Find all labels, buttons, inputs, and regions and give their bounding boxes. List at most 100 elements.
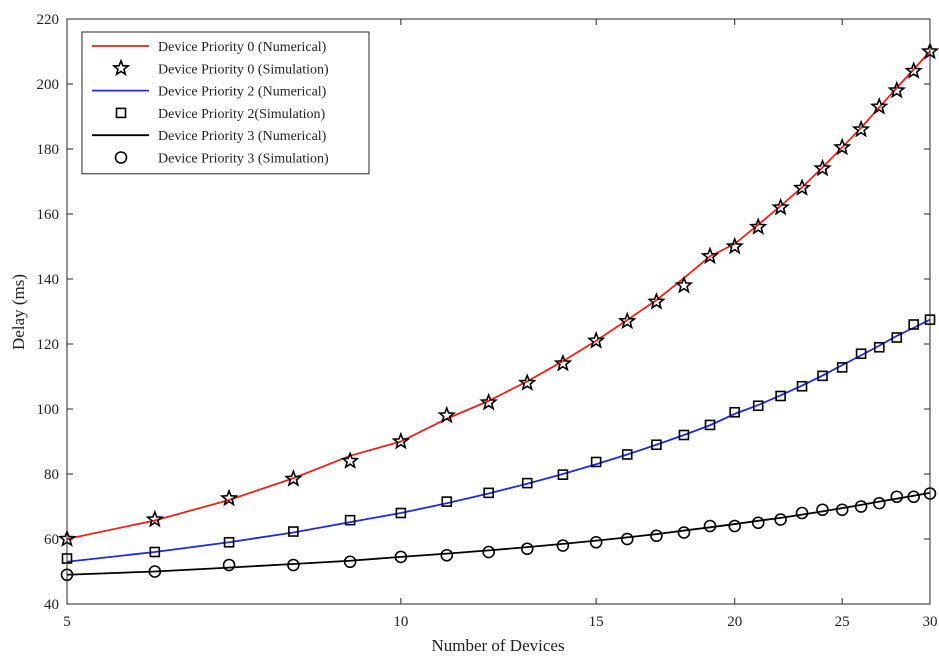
data-point-star [553,353,573,372]
series-line-2 [66,318,931,563]
data-point-circle [556,539,570,552]
data-point-circle [795,506,809,520]
data-point-star [771,197,790,216]
x-tick-label: 5 [63,614,71,630]
data-point-star [832,137,852,156]
legend-marker-swatch [114,151,128,164]
data-point-circle [703,519,717,533]
data-point-square [344,514,356,526]
data-point-circle [440,548,454,562]
data-point-square [441,496,453,507]
data-point-star [700,246,720,265]
y-tick-label: 100 [37,402,60,418]
series-line-4 [66,491,931,576]
data-point-circle [222,558,236,572]
data-point-circle [816,503,829,517]
data-point-square [908,319,919,330]
data-point-circle [854,500,868,513]
data-point-square [817,370,828,382]
data-point-circle [751,516,765,530]
data-point-circle [890,490,904,504]
x-tick-label: 10 [393,614,408,630]
axes-box [66,18,931,605]
data-point-star [617,311,637,330]
y-tick-label: 200 [37,77,60,93]
data-point-star [647,292,666,310]
data-point-square [223,536,235,548]
y-tick-label: 220 [37,12,60,28]
axes-layer: 40 60 80 100 120 140 160 180 200 220 5 10 15 20 25 30 [37,12,938,630]
x-tick-label: 30 [923,614,938,630]
y-tick-label: 120 [37,337,60,353]
data-point-star [813,158,832,177]
y-axis-label: Delay (ms) [9,274,28,350]
data-point-star [391,431,411,450]
data-point-circle [287,558,300,572]
legend-entry-label: Device Priority 3 (Simulation) [158,152,329,167]
data-point-star [479,392,498,411]
data-point-star [284,469,303,487]
data-point-star [437,405,457,424]
legend-entry-label: Device Priority 3 (Numerical) [158,129,327,144]
data-point-star [869,97,889,115]
x-tick-label: 25 [835,614,850,630]
data-point-square [621,449,633,460]
data-point-star [145,509,165,528]
y-tick-label: 160 [37,207,60,223]
data-point-square [873,341,885,353]
data-point-circle [774,513,787,526]
legend-entry-label: Device Priority 0 (Simulation) [158,62,329,77]
data-point-star [748,217,768,235]
data-point-square [775,390,786,402]
data-point-square [395,507,407,519]
data-point-square [678,429,690,441]
data-point-star [851,119,871,138]
data-point-square [483,487,494,499]
data-point-square [704,419,716,431]
data-point-star [586,331,606,349]
legend-entry-label: Device Priority 2 (Numerical) [158,85,327,100]
legend-marker-swatch [115,107,127,119]
data-point-square [590,456,602,468]
data-point-square [891,332,903,343]
y-tick-label: 80 [44,467,59,483]
data-point-circle [872,496,886,510]
y-tick-label: 40 [44,597,59,613]
data-point-star [792,178,812,196]
data-point-circle [589,535,603,549]
data-point-square [557,469,569,480]
data-point-star [725,236,744,255]
data-point-circle [677,526,691,539]
y-tick-label: 180 [37,142,60,158]
data-point-circle [728,519,742,533]
x-tick-label: 20 [727,614,742,630]
data-point-star [517,373,537,391]
legend-entry-label: Device Priority 2(Simulation) [158,107,326,122]
data-point-square [752,400,764,412]
data-point-square [729,406,741,418]
data-point-square [149,546,161,558]
data-point-square [651,439,662,451]
data-point-circle [482,545,495,559]
data-point-square [796,380,808,392]
data-point-circle [394,550,408,564]
data-point-square [521,477,533,489]
series-layer [57,41,939,582]
data-point-circle [907,490,920,504]
data-point-circle [620,532,634,546]
legend: Device Priority 0 (Numerical) Device Prio… [81,31,370,175]
data-point-square [855,348,867,360]
legend-box [81,31,370,175]
data-point-star [904,61,923,79]
data-point-square [288,526,299,537]
data-point-star [340,451,360,469]
y-tick-label: 60 [44,532,59,548]
data-point-circle [148,565,162,578]
data-point-circle [835,503,849,517]
data-point-star [219,488,239,507]
x-tick-label: 15 [589,614,604,630]
data-point-star [887,80,907,99]
legend-entry-label: Device Priority 0 (Numerical) [158,40,327,55]
data-point-square [836,362,848,373]
